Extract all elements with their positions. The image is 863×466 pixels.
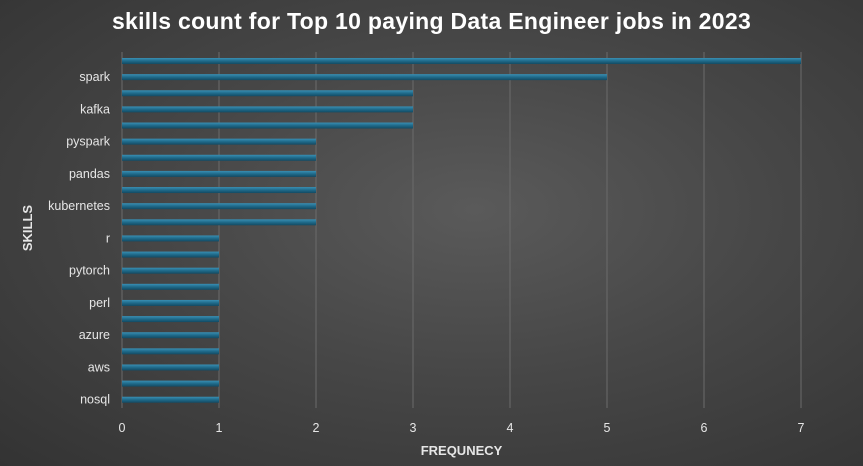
x-axis-title: FREQUNECY bbox=[421, 443, 503, 458]
x-tick-label: 5 bbox=[604, 421, 611, 435]
bar bbox=[122, 154, 316, 161]
x-tick-label: 0 bbox=[119, 421, 126, 435]
bar bbox=[122, 332, 219, 339]
x-tick-label: 2 bbox=[313, 421, 320, 435]
y-tick-label: pytorch bbox=[69, 264, 110, 278]
bar bbox=[122, 380, 219, 387]
gridlines bbox=[121, 52, 802, 408]
bar bbox=[122, 106, 413, 113]
bar bbox=[122, 203, 316, 210]
bar bbox=[122, 396, 219, 403]
y-tick-label: perl bbox=[89, 296, 110, 310]
y-tick-label: r bbox=[106, 231, 110, 245]
bar bbox=[122, 90, 413, 97]
bar bbox=[122, 74, 607, 81]
y-tick-label: aws bbox=[88, 360, 110, 374]
bar bbox=[122, 235, 219, 242]
bar bbox=[122, 267, 219, 274]
y-tick-label: spark bbox=[79, 70, 110, 84]
y-tick-label: pyspark bbox=[66, 135, 111, 149]
y-axis-title: SKILLS bbox=[20, 205, 35, 252]
bar bbox=[122, 122, 413, 129]
bar bbox=[122, 348, 219, 355]
bar bbox=[122, 58, 801, 64]
bar bbox=[122, 187, 316, 194]
y-tick-labels: spark kafka pyspark pandas kubernetes r pytorc… bbox=[48, 70, 111, 407]
bar bbox=[122, 364, 219, 371]
x-tick-label: 1 bbox=[216, 421, 223, 435]
y-tick-label: kubernetes bbox=[48, 199, 110, 213]
y-tick-label: pandas bbox=[69, 167, 110, 181]
x-tick-labels: 0 1 2 3 4 5 6 7 bbox=[119, 421, 805, 435]
bar bbox=[122, 299, 219, 306]
bars bbox=[122, 58, 801, 403]
chart-title: skills count for Top 10 paying Data Engi… bbox=[111, 8, 752, 34]
x-tick-label: 4 bbox=[507, 421, 514, 435]
bar bbox=[122, 316, 219, 323]
x-tick-label: 6 bbox=[701, 421, 708, 435]
y-tick-label: nosql bbox=[80, 393, 110, 407]
bar bbox=[122, 251, 219, 258]
y-tick-label: kafka bbox=[80, 102, 110, 116]
x-tick-label: 7 bbox=[798, 421, 805, 435]
bar bbox=[122, 170, 316, 177]
x-tick-label: 3 bbox=[410, 421, 417, 435]
bar bbox=[122, 283, 219, 290]
bar bbox=[122, 219, 316, 226]
y-tick-label: azure bbox=[79, 328, 110, 342]
bar bbox=[122, 138, 316, 145]
